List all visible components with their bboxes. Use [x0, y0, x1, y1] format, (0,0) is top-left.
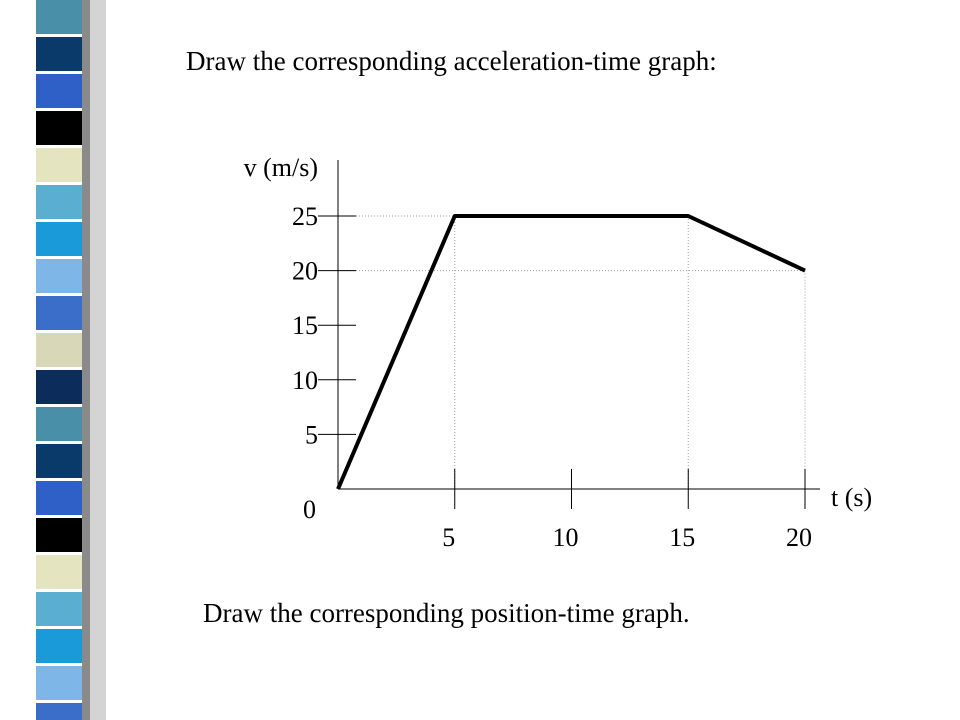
- y-tick-label: 20: [292, 257, 318, 286]
- y-tick-label: 0: [303, 495, 316, 524]
- acceleration-prompt: Draw the corresponding acceleration-time…: [186, 46, 717, 76]
- stripe-segment: [36, 407, 82, 441]
- decorative-stripe-bar: [0, 0, 110, 720]
- stripe-segment: [36, 185, 82, 219]
- y-tick-label: 15: [292, 311, 318, 340]
- stripe-segment: [36, 444, 82, 478]
- stripe-segment: [36, 370, 82, 404]
- stripe-segment: [36, 666, 82, 700]
- stripe-segment: [36, 259, 82, 293]
- stripe-segment: [36, 555, 82, 589]
- stripe-segment: [36, 629, 82, 663]
- y-tick-label: 25: [292, 202, 318, 231]
- stripe-segment: [36, 296, 82, 330]
- stripe-segment: [36, 74, 82, 108]
- y-axis-label: v (m/s): [244, 153, 318, 182]
- stripe-segment: [36, 222, 82, 256]
- x-tick-label: 20: [786, 523, 812, 552]
- x-tick-label: 10: [553, 523, 579, 552]
- stripe-segment: [36, 592, 82, 626]
- stripe-segment: [36, 333, 82, 367]
- stripe-segment: [36, 703, 82, 720]
- stripe-segment: [36, 37, 82, 71]
- x-tick-label: 15: [669, 523, 695, 552]
- position-prompt: Draw the corresponding position-time gra…: [203, 598, 690, 628]
- y-tick-label: 5: [305, 420, 318, 449]
- x-tick-label: 5: [442, 523, 455, 552]
- velocity-line: [336, 214, 806, 490]
- stripe-segment: [36, 111, 82, 145]
- y-tick-label: 10: [292, 366, 318, 395]
- stripe-segment: [36, 0, 82, 34]
- x-axis-label: t (s): [831, 483, 872, 512]
- stripe-segment: [36, 518, 82, 552]
- stripe-segment: [36, 148, 82, 182]
- stripe-segment: [36, 481, 82, 515]
